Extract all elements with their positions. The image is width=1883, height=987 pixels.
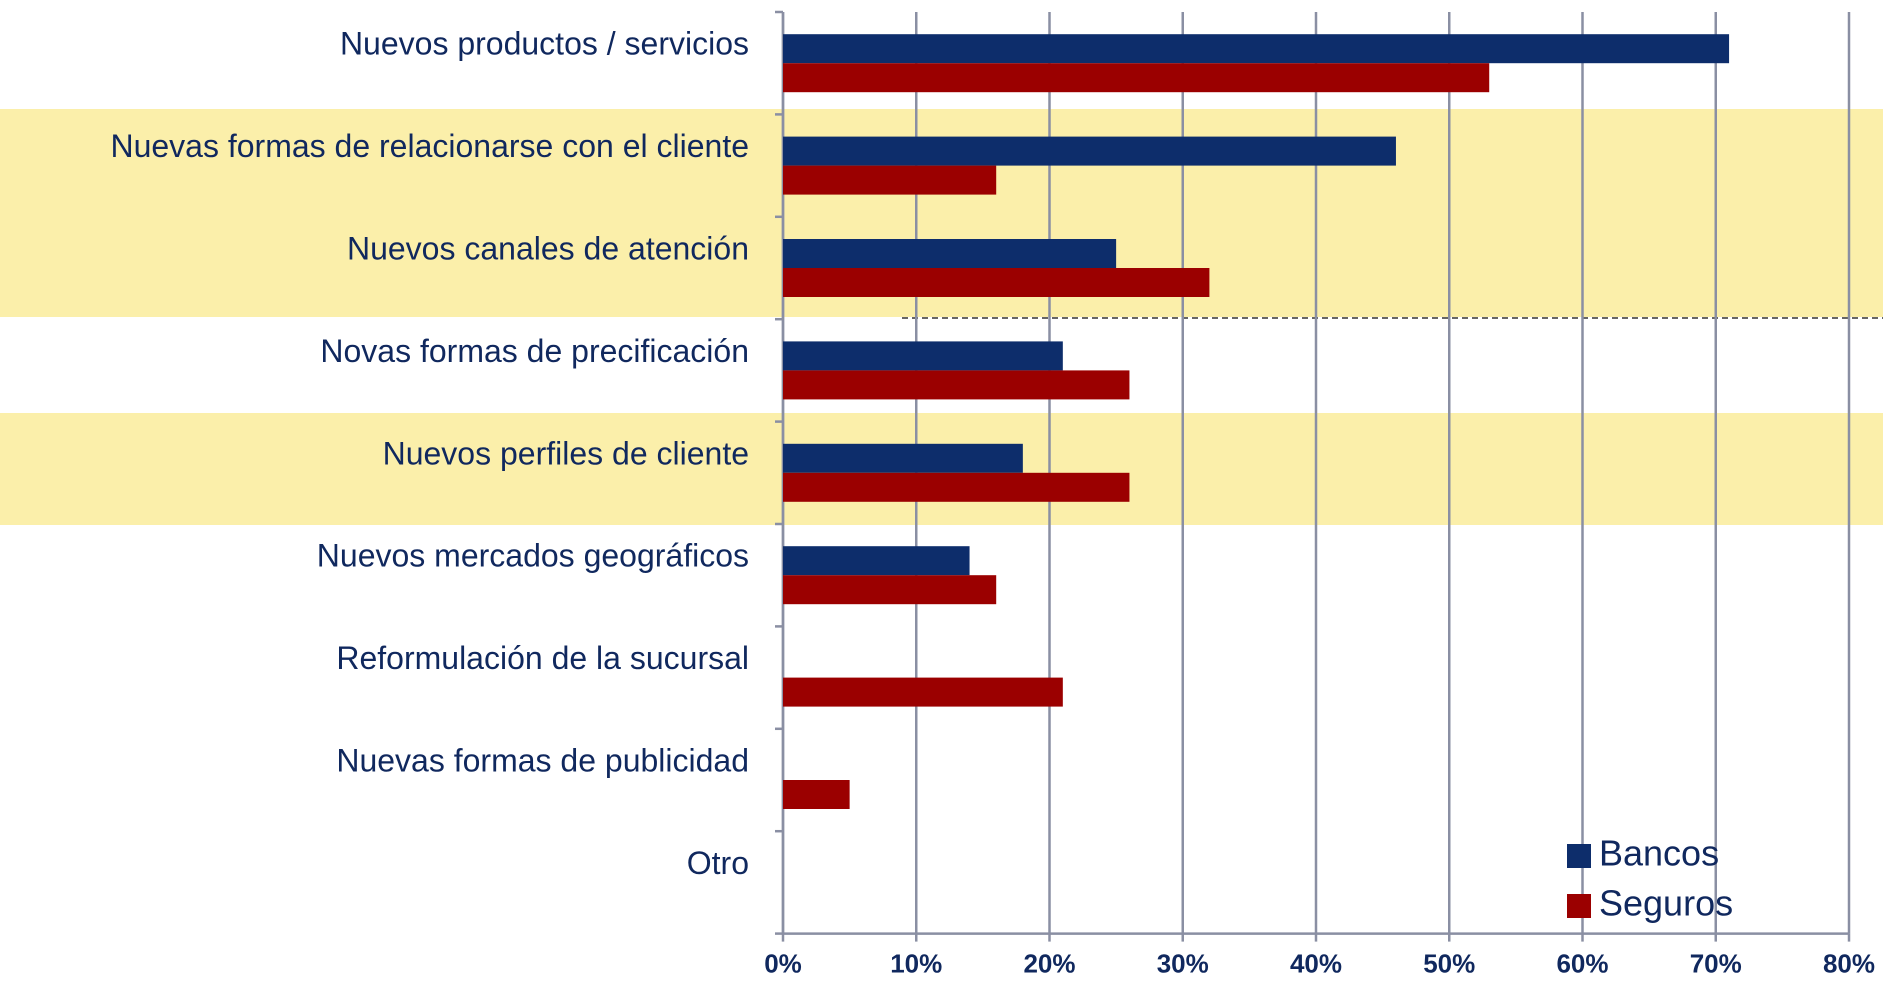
bar — [783, 472, 1130, 502]
x-tick-label: 10% — [890, 948, 942, 978]
bar — [783, 370, 1130, 400]
bar — [783, 575, 997, 605]
y-tick-label: Otro — [687, 845, 749, 881]
bar — [783, 239, 1117, 268]
legend-swatch — [1567, 894, 1591, 918]
y-tick-label: Nuevas formas de relacionarse con el cli… — [110, 128, 749, 164]
bar — [783, 546, 970, 576]
x-tick-label: 70% — [1690, 948, 1742, 978]
bar — [783, 34, 1730, 64]
legend-label: Seguros — [1599, 883, 1733, 924]
bar — [783, 63, 1490, 93]
x-tick-label: 40% — [1290, 948, 1342, 978]
legend-swatch — [1567, 844, 1591, 868]
x-tick-label: 60% — [1556, 948, 1608, 978]
x-tick-label: 30% — [1157, 948, 1209, 978]
bar — [783, 136, 1396, 166]
y-tick-label: Nuevos productos / servicios — [340, 26, 749, 62]
bar — [783, 165, 997, 195]
y-tick-label: Nuevos canales de atención — [347, 230, 749, 266]
legend-label: Bancos — [1599, 833, 1719, 874]
x-tick-label: 0% — [764, 948, 802, 978]
bar — [783, 341, 1063, 371]
x-tick-label: 50% — [1423, 948, 1475, 978]
bar — [783, 443, 1023, 473]
y-tick-label: Reformulación de la sucursal — [336, 640, 749, 676]
bar — [783, 268, 1210, 297]
y-tick-label: Novas formas de precificación — [320, 333, 749, 369]
y-tick-label: Nuevos mercados geográficos — [317, 538, 749, 574]
y-tick-label: Nuevos perfiles de cliente — [383, 435, 749, 471]
bar — [783, 780, 850, 809]
y-tick-label: Nuevas formas de publicidad — [336, 742, 749, 778]
bar — [783, 677, 1063, 707]
x-tick-label: 80% — [1823, 948, 1875, 978]
x-tick-label: 20% — [1023, 948, 1075, 978]
